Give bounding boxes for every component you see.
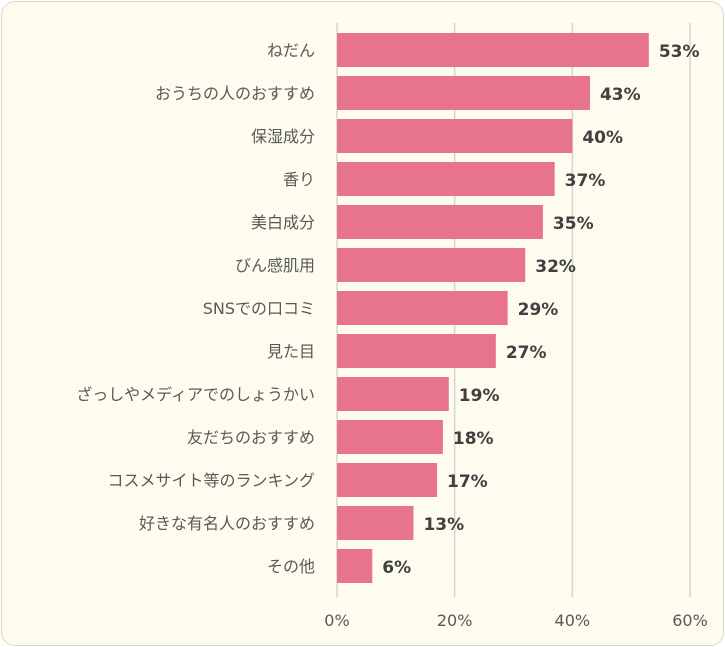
data-labels: 53% 43% 40% 37% 35% 32% 29% 27% 19% 18% 17% 13% 6% xyxy=(382,42,699,578)
bar xyxy=(337,549,373,583)
bar xyxy=(337,377,449,411)
data-label: 29% xyxy=(518,300,559,320)
bar xyxy=(337,162,555,196)
category-label: 好きな有名人のおすすめ xyxy=(139,514,315,533)
data-label: 53% xyxy=(659,42,700,62)
data-label: 43% xyxy=(600,85,641,105)
bar xyxy=(337,291,508,325)
category-label: 香り xyxy=(283,170,315,189)
category-label: SNSでの口コミ xyxy=(203,299,315,318)
data-label: 13% xyxy=(423,515,464,535)
x-tick-label: 40% xyxy=(555,611,591,630)
x-tick-label: 20% xyxy=(437,611,473,630)
category-label: 美白成分 xyxy=(251,213,315,232)
bars xyxy=(337,33,649,583)
category-label: 保湿成分 xyxy=(251,127,315,146)
category-label: おうちの人のおすすめ xyxy=(155,84,315,103)
bar xyxy=(337,205,543,239)
data-label: 40% xyxy=(582,128,623,148)
bar xyxy=(337,76,590,110)
category-label: その他 xyxy=(267,557,315,576)
category-label: 見た目 xyxy=(267,342,315,361)
bar xyxy=(337,463,438,497)
x-tick-label: 0% xyxy=(324,611,349,630)
category-label: ねだん xyxy=(267,41,315,60)
data-label: 37% xyxy=(565,171,606,191)
bar xyxy=(337,119,573,153)
data-label: 27% xyxy=(506,343,547,363)
x-axis-tick-labels: 0% 20% 40% 60% xyxy=(324,611,707,630)
bar xyxy=(337,33,649,67)
category-label: コスメサイト等のランキング xyxy=(107,471,315,490)
bar xyxy=(337,420,443,454)
category-label: 友だちのおすすめ xyxy=(187,428,315,447)
data-label: 18% xyxy=(453,429,494,449)
bar xyxy=(337,334,496,368)
data-label: 35% xyxy=(553,214,594,234)
category-label: びん感肌用 xyxy=(235,256,315,275)
data-label: 19% xyxy=(459,386,500,406)
bar xyxy=(337,248,526,282)
category-label: ざっしやメディアでのしょうかい xyxy=(76,385,315,404)
bar xyxy=(337,506,414,540)
x-tick-label: 60% xyxy=(672,611,708,630)
data-label: 6% xyxy=(382,558,411,578)
data-label: 17% xyxy=(447,472,488,492)
data-label: 32% xyxy=(535,257,576,277)
